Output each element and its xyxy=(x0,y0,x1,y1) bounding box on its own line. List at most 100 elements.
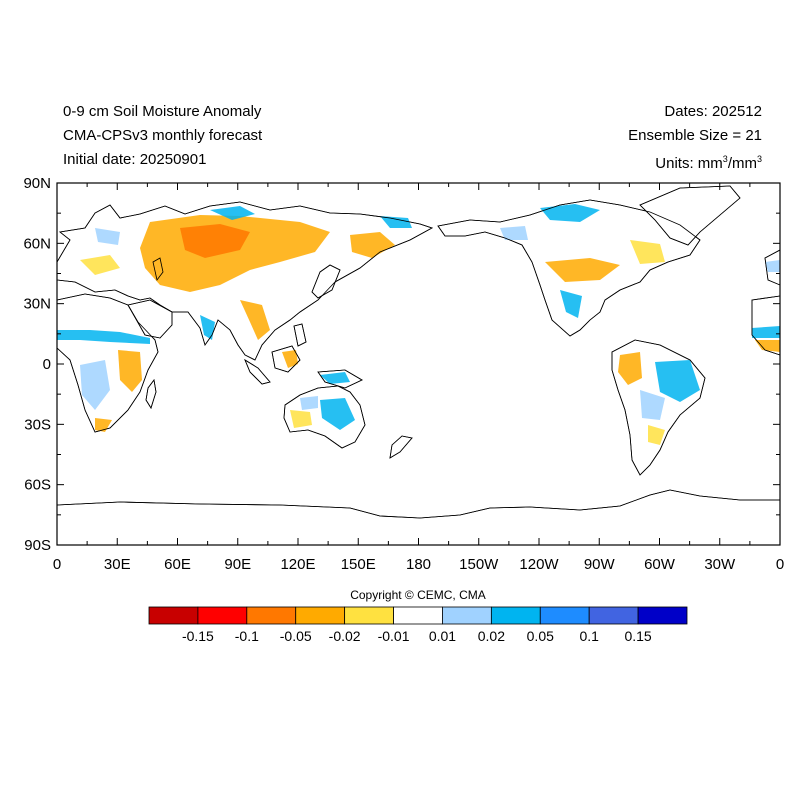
anomaly-patch xyxy=(540,204,600,222)
anomaly-patch xyxy=(640,390,665,420)
anomaly-patch xyxy=(350,232,395,258)
colorbar-swatch xyxy=(295,606,346,625)
lon-label: 150E xyxy=(341,556,376,573)
lon-label: 60W xyxy=(644,556,676,573)
borneo-outline xyxy=(271,345,301,373)
anomaly-patch xyxy=(500,226,528,240)
colorbar-swatch xyxy=(539,606,590,625)
lat-label: 30S xyxy=(24,416,51,433)
colorbar-label: 0.02 xyxy=(478,628,505,644)
anomaly-patch xyxy=(80,255,120,275)
anomaly-patch xyxy=(240,300,270,340)
colorbar-label: 0.15 xyxy=(624,628,651,644)
anomaly-patch xyxy=(300,396,318,410)
anomaly-patch xyxy=(210,206,255,220)
lat-label: 60S xyxy=(24,477,51,494)
madagascar-outline xyxy=(145,379,157,409)
anomaly-patch xyxy=(57,330,150,344)
initial-date: Initial date: 20250901 xyxy=(63,151,207,168)
map-title: 0-9 cm Soil Moisture Anomaly xyxy=(63,103,262,120)
anomaly-patch xyxy=(95,228,120,245)
colorbar-label: 0.05 xyxy=(527,628,554,644)
caspian-outline xyxy=(152,257,164,281)
eurasia-outline xyxy=(57,201,433,361)
lon-label: 120E xyxy=(280,556,315,573)
lon-label: 0 xyxy=(53,556,61,573)
anomaly-patch xyxy=(320,398,355,430)
south-america-outline xyxy=(611,339,706,476)
colorbar-swatch xyxy=(393,606,443,625)
colorbar-label: -0.05 xyxy=(280,628,312,644)
colorbar-swatch xyxy=(637,606,688,625)
land-outlines-overlay xyxy=(57,185,780,545)
sumatra-outline xyxy=(244,359,271,385)
anomaly-patch xyxy=(200,315,215,340)
ensemble-size-label: Ensemble Size = 21 xyxy=(628,127,762,144)
anomaly-patch xyxy=(380,216,412,228)
anomaly-patch xyxy=(320,372,350,384)
lat-label: 90S xyxy=(24,537,51,554)
anomaly-patch xyxy=(118,350,142,392)
west-africa-right-outline xyxy=(751,295,780,356)
colorbar-label: -0.15 xyxy=(182,628,214,644)
arabia-outline xyxy=(127,299,173,339)
colorbar-label: 0.1 xyxy=(579,628,599,644)
lon-label: 120W xyxy=(519,556,559,573)
units-sup-1: 3 xyxy=(722,154,728,164)
anomaly-patch xyxy=(630,240,665,264)
europe-right-edge-outline xyxy=(764,249,780,286)
anomaly-patch xyxy=(618,352,642,385)
colorbar-swatch xyxy=(344,606,394,625)
units-sup-2: 3 xyxy=(756,154,762,164)
philippines-outline xyxy=(293,323,307,347)
lat-label: 90N xyxy=(23,175,51,192)
anomaly-patch xyxy=(80,360,110,410)
antarctica-outline xyxy=(57,489,780,545)
anomaly-patch xyxy=(560,290,582,318)
anomaly-patch xyxy=(755,340,780,352)
anomaly-patch xyxy=(95,418,112,432)
units-label: Units: mm3/mm3 xyxy=(655,151,762,172)
antarctica-outline xyxy=(57,489,780,545)
lat-label: 0 xyxy=(43,356,51,373)
anomaly-layer xyxy=(57,204,780,445)
colorbar-label: -0.02 xyxy=(329,628,361,644)
anomaly-patch xyxy=(765,260,780,272)
africa-outline xyxy=(57,293,159,433)
anomaly-patch xyxy=(648,425,665,445)
japan-outline xyxy=(311,264,341,299)
dates-label: Dates: 202512 xyxy=(664,103,762,120)
sumatra-outline xyxy=(244,359,271,385)
lon-label: 150W xyxy=(459,556,499,573)
greenland-outline xyxy=(639,185,741,246)
lon-label: 30E xyxy=(104,556,131,573)
colorbar-label: -0.1 xyxy=(235,628,259,644)
units-prefix: Units: mm xyxy=(655,155,723,172)
axis-ticks xyxy=(56,182,781,546)
colorbar-label: 0.01 xyxy=(429,628,456,644)
colorbar: -0.15 -0.1 -0.05 -0.02 -0.01 0.01 0.02 0.05 0.1 0… xyxy=(148,606,688,644)
anomaly-patch xyxy=(655,360,700,402)
lat-label: 60N xyxy=(23,235,51,252)
lon-label: 0 xyxy=(776,556,784,573)
colorbar-label: -0.01 xyxy=(378,628,410,644)
lat-label: 30N xyxy=(23,296,51,313)
colorbar-swatch xyxy=(442,606,492,625)
lon-label: 30W xyxy=(704,556,736,573)
copyright-note: Copyright © CEMC, CMA xyxy=(350,588,486,602)
lon-label: 60E xyxy=(164,556,191,573)
colorbar-swatch xyxy=(588,606,639,625)
new-guinea-outline xyxy=(317,369,363,389)
north-america-outline xyxy=(437,199,701,337)
colorbar-swatch xyxy=(148,606,199,625)
units-mid: /mm xyxy=(727,155,757,172)
anomaly-patch xyxy=(752,326,780,338)
anomaly-patch xyxy=(282,350,298,368)
anomaly-patch xyxy=(180,224,250,258)
lon-label: 180 xyxy=(406,556,431,573)
anomaly-patch xyxy=(545,258,620,282)
new-zealand-outline xyxy=(389,435,413,459)
colorbar-swatch xyxy=(246,606,297,625)
